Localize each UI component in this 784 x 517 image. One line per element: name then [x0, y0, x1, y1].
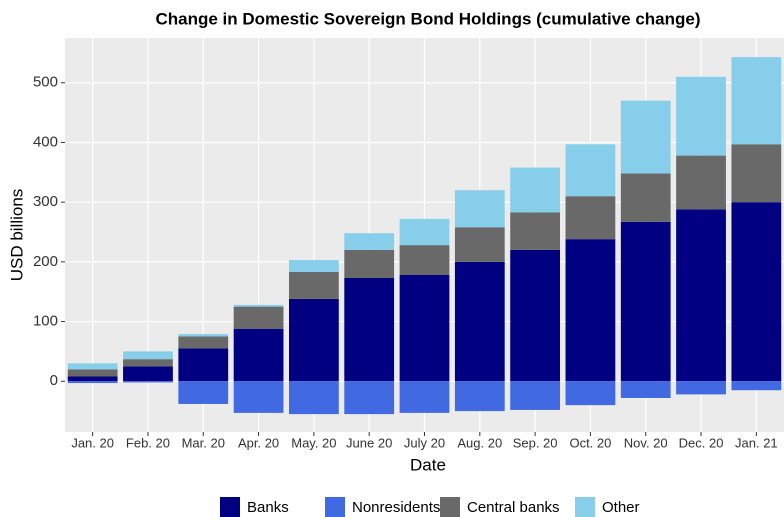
bar-segment	[731, 144, 782, 203]
bar-segment	[288, 298, 339, 382]
bar-segment	[565, 196, 616, 240]
legend-swatch	[440, 497, 460, 517]
bar-segment	[454, 381, 505, 412]
bar-segment	[123, 351, 173, 360]
bar-segment	[620, 221, 671, 382]
bar-segment	[565, 144, 616, 197]
bar-segment	[676, 209, 726, 382]
bar-segment	[178, 381, 229, 404]
bar-segment	[510, 381, 561, 410]
bar-segment	[399, 274, 450, 382]
bar-segment	[67, 363, 118, 370]
x-tick-label: Jan. 20	[71, 435, 114, 450]
bar-segment	[620, 381, 671, 398]
bar-segment	[731, 202, 782, 382]
bar-segment	[620, 173, 671, 222]
bar-segment	[454, 190, 505, 228]
bar-segment	[344, 381, 395, 415]
bar-segment	[510, 212, 561, 250]
x-tick-label: Dec. 20	[679, 435, 724, 450]
bar-segment	[344, 277, 395, 382]
bar-segment	[676, 76, 726, 156]
bar-segment	[731, 57, 782, 145]
bar-segment	[233, 381, 284, 413]
bar-segment	[178, 334, 229, 337]
bar-segment	[233, 306, 284, 329]
bar-segment	[288, 272, 339, 299]
bar-segment	[123, 359, 173, 367]
x-tick-label: Aug. 20	[457, 435, 502, 450]
x-axis-title: Date	[410, 455, 446, 474]
y-tick-label: 300	[33, 193, 58, 210]
bar-segment	[233, 328, 284, 382]
bar-segment	[67, 369, 118, 377]
x-tick-label: Oct. 20	[569, 435, 611, 450]
bar-segment	[288, 260, 339, 273]
y-tick-label: 100	[33, 313, 58, 330]
bar-segment	[676, 381, 726, 395]
bar-segment	[454, 261, 505, 382]
legend-label: Banks	[247, 499, 289, 516]
bar-segment	[67, 381, 118, 384]
bar-segment	[676, 155, 726, 210]
bar-segment	[344, 233, 395, 250]
x-tick-label: Mar. 20	[182, 435, 225, 450]
bar-segment	[565, 239, 616, 382]
bar-segment	[123, 381, 173, 383]
x-tick-label: Feb. 20	[126, 435, 170, 450]
y-axis-title: USD billions	[7, 189, 26, 282]
x-tick-label: June 20	[346, 435, 392, 450]
legend-label: Nonresidents	[352, 499, 440, 516]
y-tick-label: 0	[50, 372, 58, 389]
bar-segment	[620, 100, 671, 174]
bar-segment	[565, 381, 616, 406]
bar-segment	[123, 366, 173, 382]
bar-segment	[233, 304, 284, 307]
x-tick-label: Sep. 20	[513, 435, 558, 450]
bar-segment	[399, 245, 450, 275]
bar-segment	[344, 249, 395, 278]
chart-title: Change in Domestic Sovereign Bond Holdin…	[155, 9, 700, 28]
y-tick-label: 500	[33, 74, 58, 91]
bar-segment	[178, 348, 229, 382]
x-tick-label: Jan. 21	[735, 435, 778, 450]
legend-label: Other	[602, 499, 640, 516]
bar-segment	[399, 218, 450, 246]
legend-swatch	[220, 497, 240, 517]
bar-segment	[510, 249, 561, 382]
bar-segment	[288, 381, 339, 415]
y-tick-label: 400	[33, 133, 58, 150]
bar-segment	[454, 227, 505, 262]
bar-segment	[178, 336, 229, 349]
x-tick-label: Nov. 20	[624, 435, 668, 450]
bar-segment	[731, 381, 782, 391]
x-tick-label: July 20	[404, 435, 445, 450]
legend-swatch	[325, 497, 345, 517]
bar-segment	[510, 167, 561, 213]
legend-swatch	[575, 497, 595, 517]
bar-segment	[67, 376, 118, 382]
legend-label: Central banks	[467, 499, 560, 516]
x-tick-label: May. 20	[291, 435, 336, 450]
bar-segment	[399, 381, 450, 413]
y-tick-label: 200	[33, 253, 58, 270]
x-tick-label: Apr. 20	[238, 435, 279, 450]
